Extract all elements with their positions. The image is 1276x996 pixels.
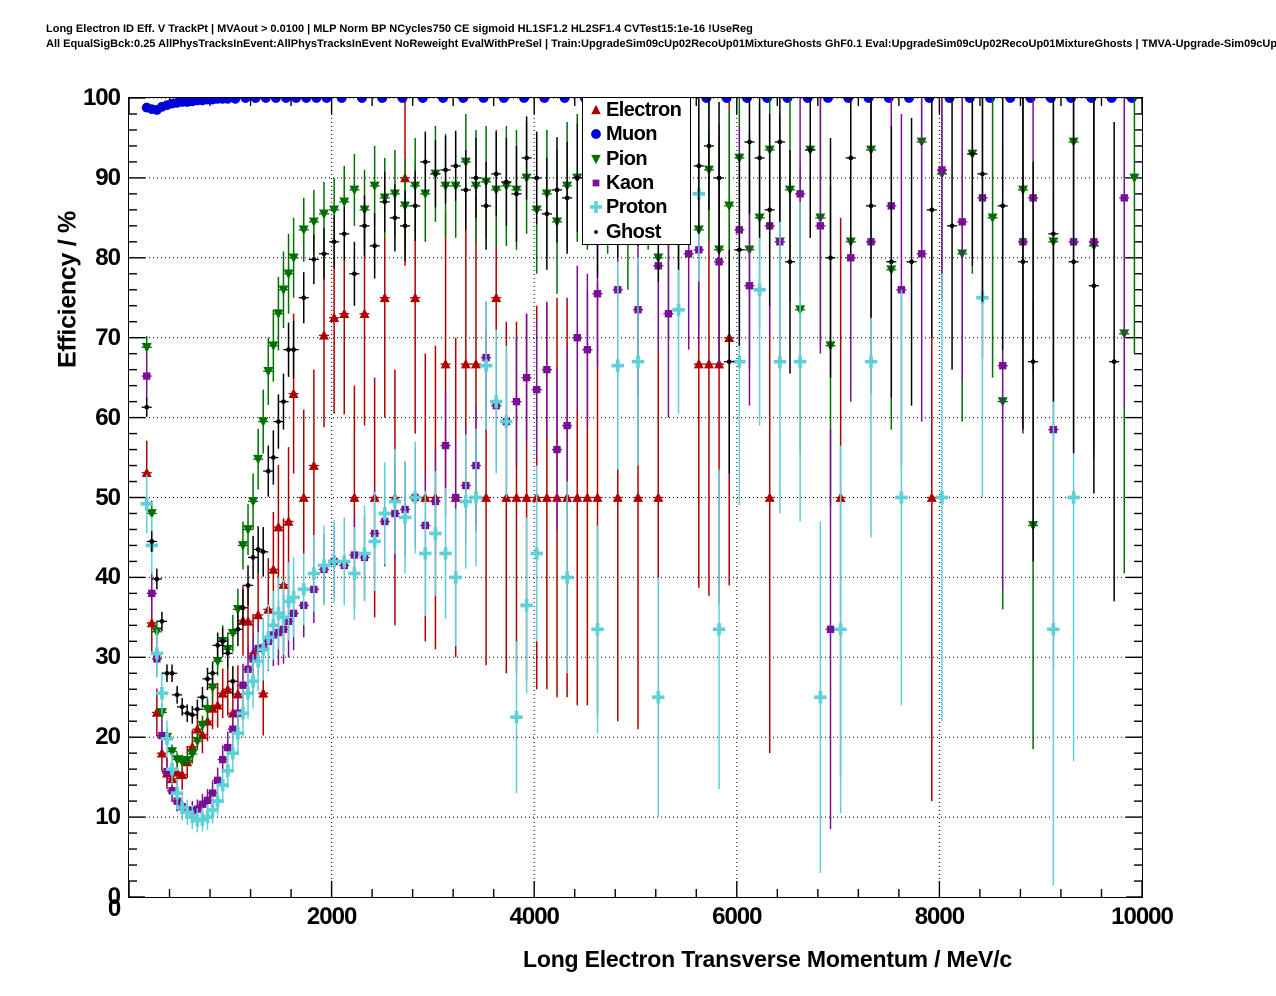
y-tick-label: 20 [95, 723, 121, 751]
x-axis-tick-labels: 0 2000 4000 6000 8000 10000 [0, 895, 1276, 943]
legend-label: Muon [606, 123, 658, 146]
y-tick-label: 70 [95, 323, 121, 351]
x-tick-label: 8000 [914, 903, 965, 930]
square-icon [586, 173, 606, 193]
triangle-down-icon [586, 149, 606, 169]
legend-item-muon: Muon [583, 122, 690, 146]
y-tick-label: 50 [95, 483, 121, 511]
legend-label: Ghost [606, 220, 661, 243]
x-tick-label: 10000 [1111, 903, 1174, 930]
y-tick-label: 40 [95, 563, 121, 591]
header-line-2: All EqualSigBck:0.25 AllPhysTracksInEven… [46, 38, 1276, 50]
y-tick-label: 60 [95, 403, 121, 431]
y-tick-label: 80 [95, 243, 121, 271]
circle-icon [586, 124, 606, 144]
legend-label: Kaon [606, 172, 654, 195]
legend-label: Electron [606, 99, 682, 122]
legend-item-ghost: Ghost [583, 219, 690, 243]
y-tick-label: 0 [107, 883, 121, 910]
y-axis-tick-labels: 0 10 20 30 40 50 60 70 80 90 100 [0, 0, 121, 996]
x-tick-label: 2000 [306, 903, 357, 930]
legend-item-electron: Electron [583, 98, 690, 122]
y-tick-label: 30 [95, 643, 121, 671]
plot-legend: Electron Muon Pion Kaon Proton Ghost [582, 97, 691, 245]
star-icon [586, 197, 606, 217]
dot-icon [586, 222, 606, 242]
x-axis-title: Long Electron Transverse Momentum / MeV/… [523, 946, 1012, 972]
legend-label: Proton [606, 196, 667, 219]
data-layer [129, 98, 1142, 897]
x-tick-label: 6000 [712, 903, 762, 930]
plot-header: Long Electron ID Eff. V TrackPt | MVAout… [46, 22, 1276, 52]
legend-item-kaon: Kaon [583, 171, 690, 195]
y-tick-label: 90 [95, 163, 121, 191]
legend-item-pion: Pion [583, 147, 690, 171]
legend-item-proton: Proton [583, 195, 690, 219]
header-line-1: Long Electron ID Eff. V TrackPt | MVAout… [46, 23, 753, 35]
axis-ticks [129, 98, 1142, 897]
legend-label: Pion [606, 147, 648, 170]
y-tick-label: 100 [82, 84, 121, 111]
x-tick-label: 0 [107, 895, 121, 922]
triangle-up-icon [586, 100, 606, 120]
y-tick-label: 10 [95, 803, 121, 831]
x-tick-label: 4000 [509, 903, 559, 930]
